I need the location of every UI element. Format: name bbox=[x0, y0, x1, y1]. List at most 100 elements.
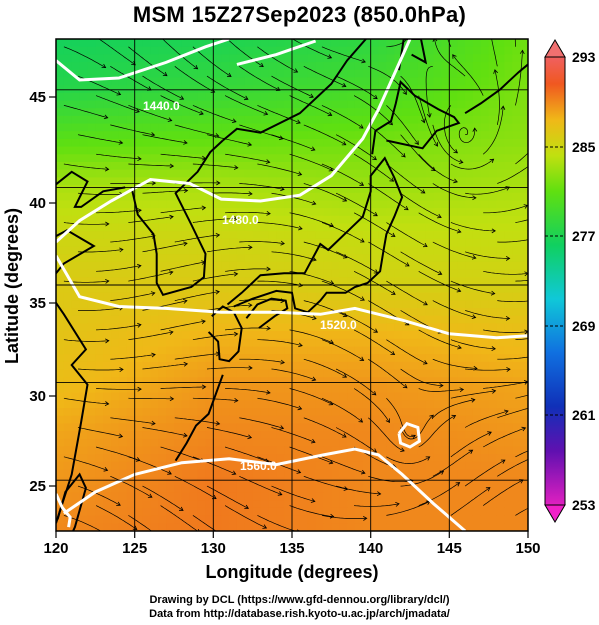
streamline bbox=[303, 183, 347, 202]
heatmap-cell bbox=[472, 515, 482, 524]
heatmap-cell bbox=[504, 223, 513, 232]
streamline bbox=[368, 475, 413, 483]
heatmap-cell bbox=[417, 215, 427, 225]
heatmap-cell bbox=[520, 131, 528, 140]
heatmap-cell bbox=[331, 500, 340, 509]
heatmap-cell bbox=[378, 269, 387, 278]
heatmap-cell bbox=[370, 377, 380, 386]
heatmap-cell bbox=[236, 484, 246, 494]
streamline bbox=[289, 153, 333, 171]
heatmap-cell bbox=[339, 354, 348, 363]
heatmap-cell bbox=[354, 62, 364, 71]
streamline bbox=[321, 222, 365, 243]
streamline-arrowhead bbox=[263, 111, 269, 116]
heatmap-cell bbox=[370, 354, 380, 363]
heatmap-cell bbox=[386, 246, 395, 255]
heatmap-cell bbox=[189, 384, 199, 394]
heatmap-cell bbox=[244, 185, 254, 194]
heatmap-cell bbox=[323, 408, 332, 417]
heatmap-cell bbox=[504, 408, 513, 417]
heatmap-cell bbox=[512, 492, 521, 501]
heatmap-cell bbox=[323, 338, 332, 348]
heatmap-cell bbox=[79, 446, 89, 455]
heatmap-cell bbox=[71, 177, 81, 186]
heatmap-cell bbox=[87, 346, 96, 355]
heatmap-cell bbox=[410, 392, 419, 401]
heatmap-cell bbox=[63, 408, 73, 417]
heatmap-cell bbox=[472, 392, 482, 401]
heatmap-cell bbox=[134, 54, 144, 63]
heatmap-cell bbox=[339, 54, 348, 63]
heatmap-cell bbox=[134, 85, 144, 94]
heatmap-cell bbox=[213, 361, 222, 371]
heatmap-cell bbox=[457, 438, 466, 448]
heatmap-cell bbox=[457, 377, 466, 386]
heatmap-cell bbox=[425, 238, 435, 248]
heatmap-cell bbox=[347, 523, 356, 531]
heatmap-cell bbox=[378, 523, 387, 531]
heatmap-cell bbox=[315, 215, 325, 225]
heatmap-cell bbox=[260, 392, 269, 401]
heatmap-cell bbox=[512, 308, 521, 317]
heatmap-cell bbox=[354, 254, 364, 263]
heatmap-cell bbox=[103, 92, 112, 102]
contour-label-1560: 1560.0 bbox=[240, 459, 277, 473]
streamline bbox=[321, 456, 366, 474]
heatmap-cell bbox=[181, 169, 191, 178]
streamline bbox=[386, 105, 419, 145]
heatmap-cell bbox=[457, 354, 466, 363]
heatmap-cell bbox=[299, 484, 309, 494]
heatmap-cell bbox=[488, 200, 498, 209]
heatmap-cell bbox=[339, 238, 348, 248]
heatmap-cell bbox=[260, 354, 269, 363]
heatmap-cell bbox=[63, 154, 73, 163]
heatmap-cell bbox=[323, 292, 332, 301]
heatmap-cell bbox=[299, 400, 309, 409]
heatmap-cell bbox=[260, 238, 269, 248]
heatmap-cell bbox=[284, 54, 293, 63]
heatmap-cell bbox=[181, 315, 191, 325]
heatmap-cell bbox=[472, 85, 482, 94]
heatmap-cell bbox=[142, 469, 151, 478]
heatmap-cell bbox=[284, 115, 293, 125]
heatmap-cell bbox=[166, 277, 175, 286]
heatmap-cell bbox=[79, 192, 89, 202]
heatmap-cell bbox=[480, 261, 490, 271]
heatmap-cell bbox=[504, 384, 513, 394]
heatmap-cell bbox=[472, 415, 482, 424]
streamline bbox=[515, 507, 528, 516]
heatmap-cell bbox=[449, 454, 458, 463]
heatmap-cell bbox=[118, 331, 128, 340]
heatmap-cell bbox=[433, 92, 443, 102]
heatmap-cell bbox=[142, 185, 151, 194]
heatmap-cell bbox=[315, 138, 325, 148]
heatmap-cell bbox=[299, 392, 309, 401]
heatmap-cell bbox=[449, 200, 458, 209]
heatmap-cell bbox=[126, 246, 136, 255]
heatmap-cell bbox=[87, 46, 96, 55]
heatmap-cell bbox=[79, 269, 89, 278]
heatmap-cell bbox=[244, 446, 254, 455]
streamline-arrowhead bbox=[201, 384, 207, 390]
heatmap-cell bbox=[465, 277, 474, 286]
heatmap-cell bbox=[417, 438, 427, 448]
heatmap-cell bbox=[134, 215, 144, 225]
streamline bbox=[452, 54, 484, 96]
heatmap-cell bbox=[252, 100, 262, 109]
heatmap-cell bbox=[465, 131, 474, 140]
heatmap-cell bbox=[63, 285, 73, 294]
heatmap-cell bbox=[307, 162, 317, 171]
heatmap-cell bbox=[323, 261, 332, 271]
heatmap-cell bbox=[394, 215, 403, 225]
heatmap-cell bbox=[292, 62, 301, 71]
heatmap-cell bbox=[252, 277, 262, 286]
heatmap-cell bbox=[284, 454, 293, 463]
heatmap-cell bbox=[174, 77, 183, 86]
heatmap-cell bbox=[276, 208, 285, 217]
heatmap-cell bbox=[323, 208, 332, 217]
streamline bbox=[465, 368, 511, 371]
heatmap-cell bbox=[402, 62, 411, 71]
heatmap-cell bbox=[394, 39, 403, 48]
heatmap-cell bbox=[87, 392, 96, 401]
heatmap-cell bbox=[315, 92, 325, 102]
